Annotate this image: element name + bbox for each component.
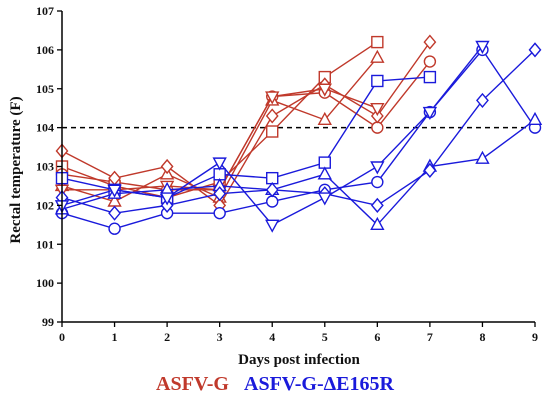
y-axis-title: Rectal temperature (F) <box>8 96 24 243</box>
inverted-triangle-marker <box>107 184 122 198</box>
y-tick-label: 107 <box>36 4 54 18</box>
square-marker <box>371 74 384 88</box>
x-tick-label: 5 <box>322 330 328 344</box>
y-tick-label: 106 <box>36 43 54 57</box>
square-marker <box>371 35 384 49</box>
diamond-marker <box>213 186 227 202</box>
square-marker <box>266 125 279 138</box>
circle-marker <box>371 121 384 134</box>
y-tick-label: 99 <box>42 315 54 329</box>
legend: ASFV-G ASFV-G-ΔE165R <box>0 373 550 396</box>
triangle-marker <box>475 150 490 164</box>
axis-layer: 99 100 101 102 103 104 105 106 107 0 1 2 3 4 5 6 7 8 9 <box>36 4 538 344</box>
triangle-marker <box>317 111 332 126</box>
inverted-triangle-marker <box>317 192 332 206</box>
x-tick-label: 4 <box>269 330 275 344</box>
series-line <box>61 48 536 230</box>
inverted-triangle-marker <box>422 106 438 121</box>
inverted-triangle-marker <box>265 91 280 105</box>
x-tick-label: 0 <box>59 330 65 344</box>
inverted-triangle-marker <box>212 157 227 171</box>
triangle-marker <box>370 49 385 63</box>
series-1-3 <box>55 42 542 221</box>
series-layer <box>54 34 543 235</box>
legend-item-asfv-g-delta-e165r: ASFV-G-ΔE165R <box>244 373 394 395</box>
y-tick-label: 104 <box>36 121 54 135</box>
y-tick-label: 100 <box>36 276 54 290</box>
series-1-4 <box>54 40 490 233</box>
x-tick-label: 9 <box>532 330 538 344</box>
triangle-marker <box>317 166 332 180</box>
inverted-triangle-marker <box>475 40 490 54</box>
diamond-marker <box>528 42 542 58</box>
inverted-triangle-marker <box>265 219 280 233</box>
circle-marker <box>266 195 279 208</box>
triangle-marker <box>527 111 543 126</box>
line-chart: 99 100 101 102 103 104 105 106 107 0 1 2 3 4 5 6 7 8 9 Rec… <box>8 4 543 368</box>
circle-marker <box>423 55 437 68</box>
y-tick-label: 101 <box>36 237 54 251</box>
diamond-marker <box>108 205 121 221</box>
diamond-marker <box>265 182 279 198</box>
x-tick-label: 3 <box>217 330 223 344</box>
triangle-marker <box>370 216 385 231</box>
x-axis-title: Days post infection <box>238 352 360 368</box>
series-line <box>61 49 536 214</box>
inverted-triangle-marker <box>317 83 332 97</box>
y-tick-label: 105 <box>36 82 54 96</box>
diamond-marker <box>370 197 384 213</box>
diamond-marker <box>423 162 437 178</box>
circle-marker <box>371 175 384 189</box>
series-line <box>61 119 536 226</box>
legend-item-asfv-g: ASFV-G <box>156 373 229 395</box>
x-tick-label: 2 <box>164 330 170 344</box>
diamond-marker <box>265 108 279 124</box>
x-tick-label: 6 <box>374 330 380 344</box>
inverted-triangle-marker <box>159 192 175 206</box>
square-marker <box>423 70 437 84</box>
series-1-1 <box>55 43 542 235</box>
circle-marker <box>213 206 226 220</box>
inverted-triangle-marker <box>370 161 385 175</box>
diamond-marker <box>160 158 174 175</box>
series-line <box>61 41 431 207</box>
diamond-marker <box>476 92 489 108</box>
diamond-marker <box>423 34 437 50</box>
y-tick-label: 103 <box>36 160 54 174</box>
x-tick-label: 7 <box>427 330 433 344</box>
x-tick-label: 1 <box>112 330 118 344</box>
circle-marker <box>108 222 121 235</box>
inverted-triangle-marker <box>370 102 385 117</box>
y-tick-label: 102 <box>36 198 54 212</box>
x-tick-label: 8 <box>479 330 485 344</box>
